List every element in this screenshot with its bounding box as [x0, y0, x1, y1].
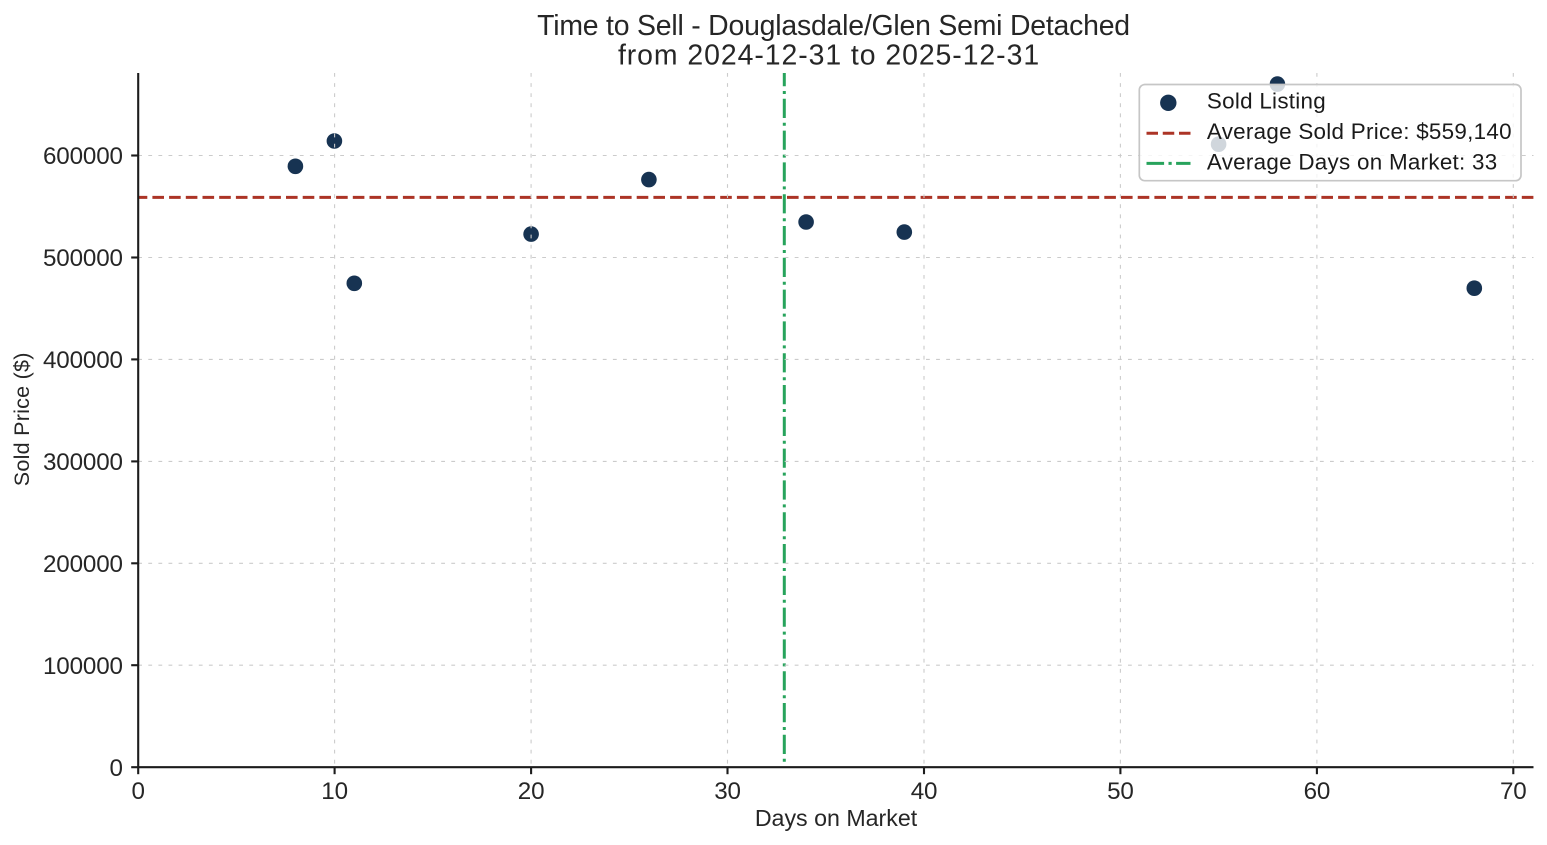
svg-text:50: 50: [1107, 778, 1134, 805]
svg-text:400000: 400000: [43, 347, 123, 374]
svg-text:Sold Price ($): Sold Price ($): [9, 352, 34, 486]
svg-text:300000: 300000: [43, 449, 123, 476]
svg-text:Average Days on Market: 33: Average Days on Market: 33: [1207, 150, 1498, 175]
svg-text:Sold Listing: Sold Listing: [1207, 88, 1326, 113]
svg-text:Average Sold Price: $559,140: Average Sold Price: $559,140: [1207, 119, 1512, 144]
svg-text:0: 0: [132, 778, 145, 805]
svg-text:200000: 200000: [43, 551, 123, 578]
svg-text:from 2024-12-31 to 2025-12-31: from 2024-12-31 to 2025-12-31: [618, 40, 1040, 72]
svg-text:600000: 600000: [43, 143, 123, 170]
svg-text:40: 40: [911, 778, 938, 805]
svg-text:500000: 500000: [43, 245, 123, 272]
svg-text:100000: 100000: [43, 653, 123, 680]
svg-text:Time to Sell - Douglasdale/Gle: Time to Sell - Douglasdale/Glen Semi Det…: [537, 10, 1130, 42]
svg-text:20: 20: [518, 778, 545, 805]
svg-text:70: 70: [1500, 778, 1527, 805]
svg-text:0: 0: [109, 755, 122, 782]
svg-text:30: 30: [714, 778, 741, 805]
svg-text:60: 60: [1304, 778, 1331, 805]
svg-text:Days on Market: Days on Market: [755, 805, 918, 831]
svg-text:10: 10: [321, 778, 348, 805]
